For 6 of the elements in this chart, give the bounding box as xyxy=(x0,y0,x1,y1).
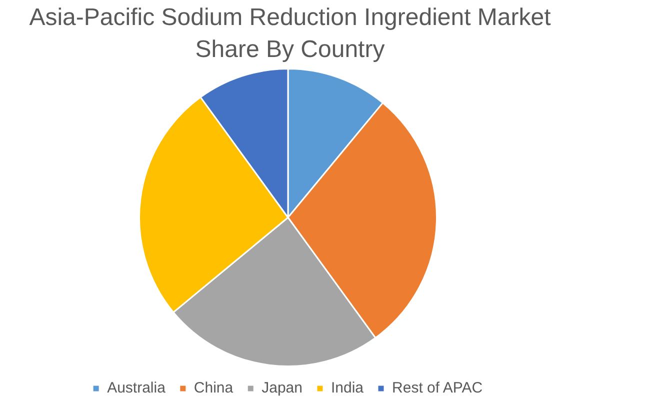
legend-label: Rest of APAC xyxy=(392,380,483,397)
legend-label: China xyxy=(194,380,234,397)
legend-label: Japan xyxy=(262,380,302,397)
chart-title: Asia-Pacific Sodium Reduction Ingredient Market Share By Country xyxy=(28,3,552,65)
legend-label: India xyxy=(330,380,364,397)
legend-label: Australia xyxy=(107,380,166,397)
